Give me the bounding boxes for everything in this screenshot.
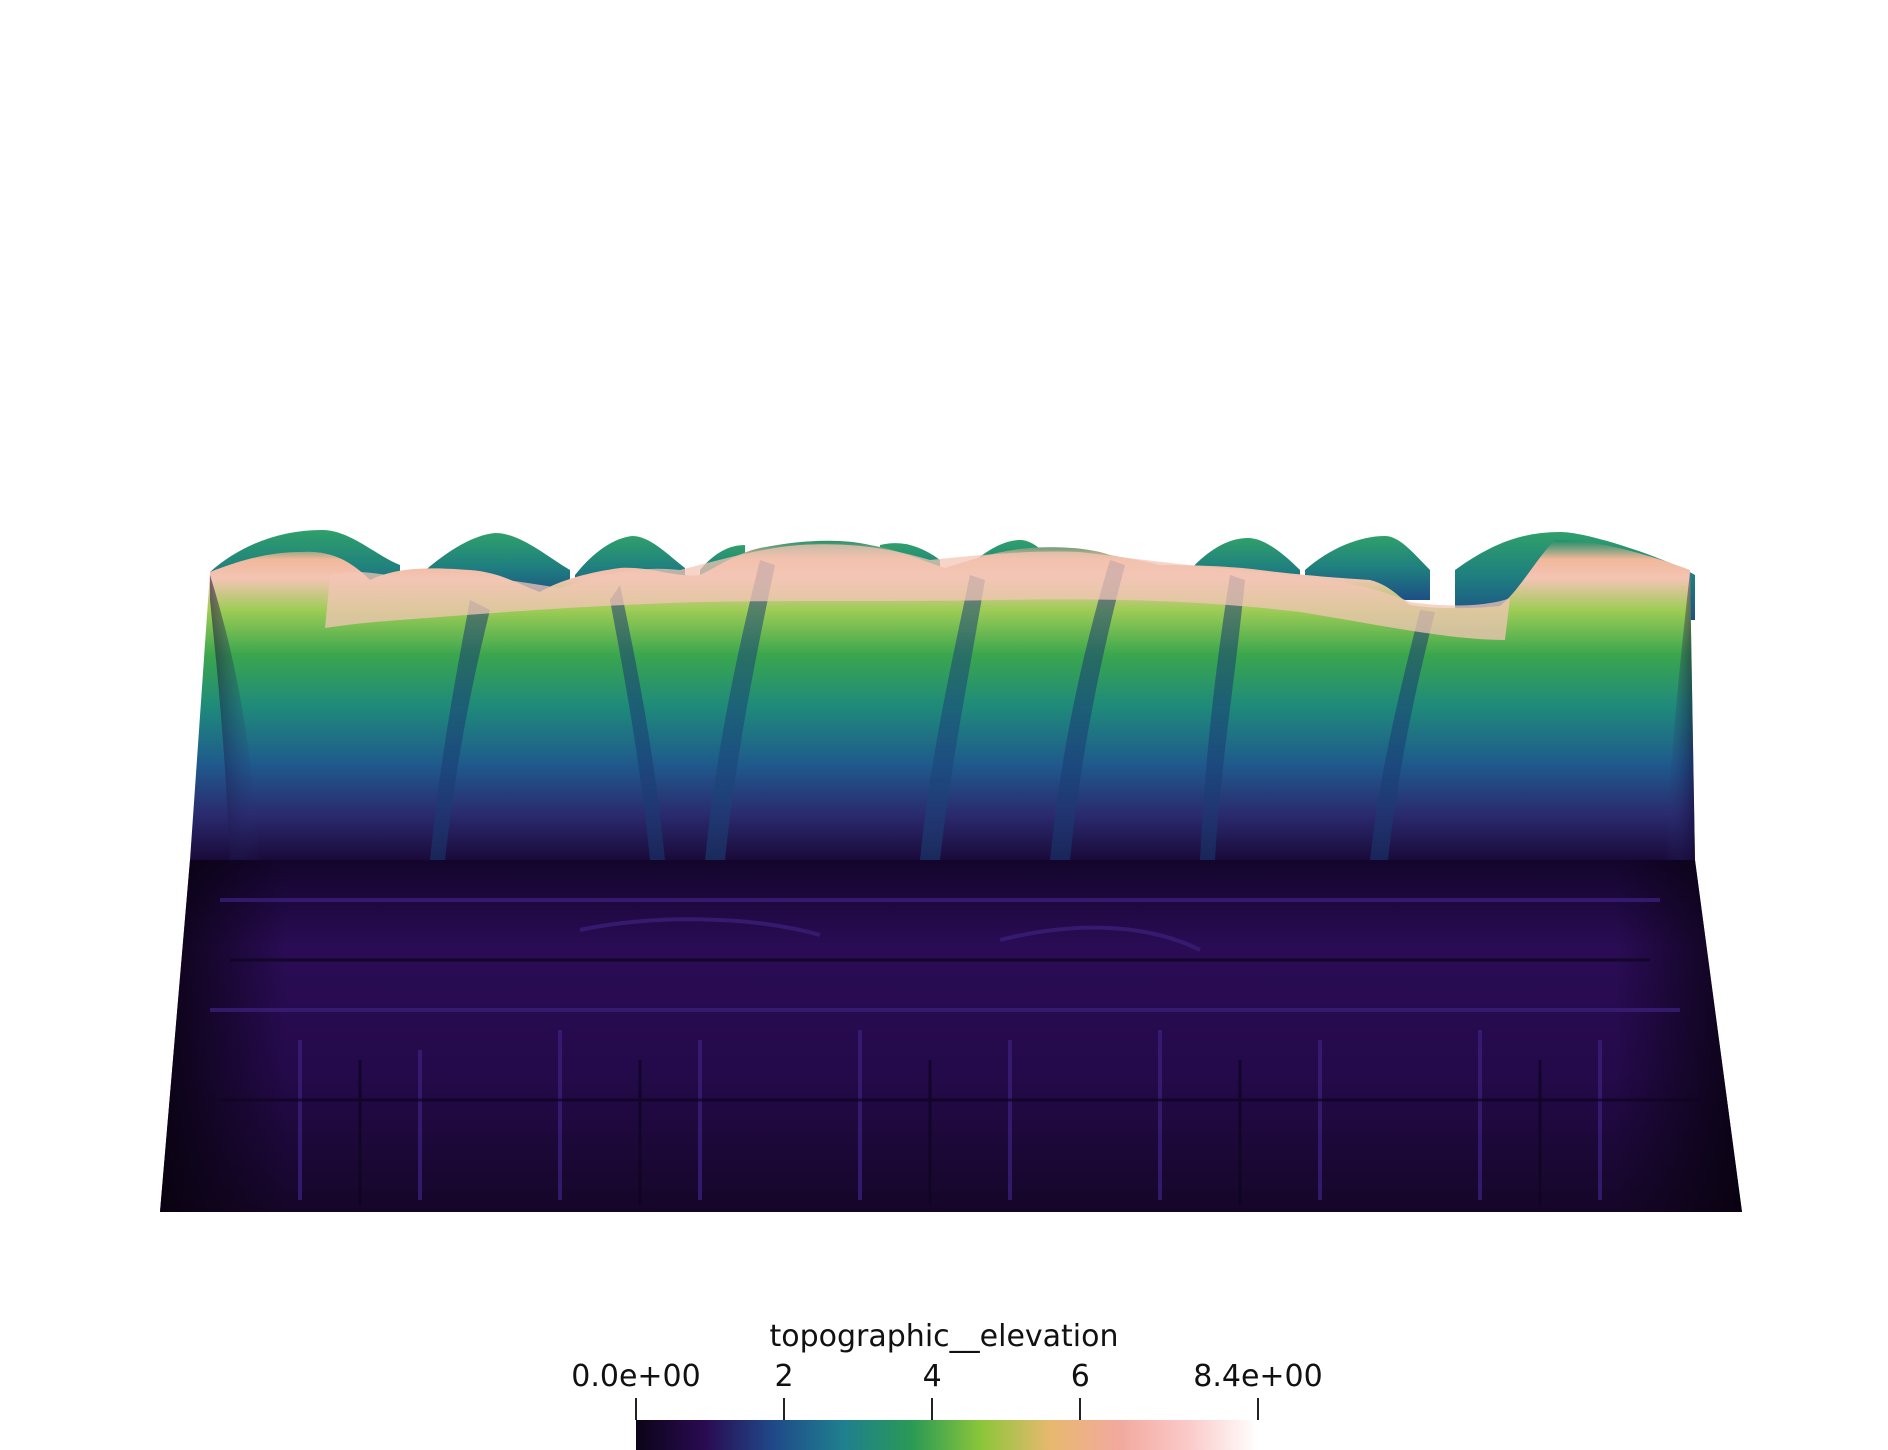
slope-gullies	[210, 560, 1695, 860]
floor-channels	[210, 898, 1680, 1200]
terrain-floor-edges	[160, 860, 1742, 1212]
floor-channels-dark	[220, 958, 1700, 1205]
ridge-crest	[325, 544, 1510, 640]
terrain-slope	[190, 540, 1695, 860]
